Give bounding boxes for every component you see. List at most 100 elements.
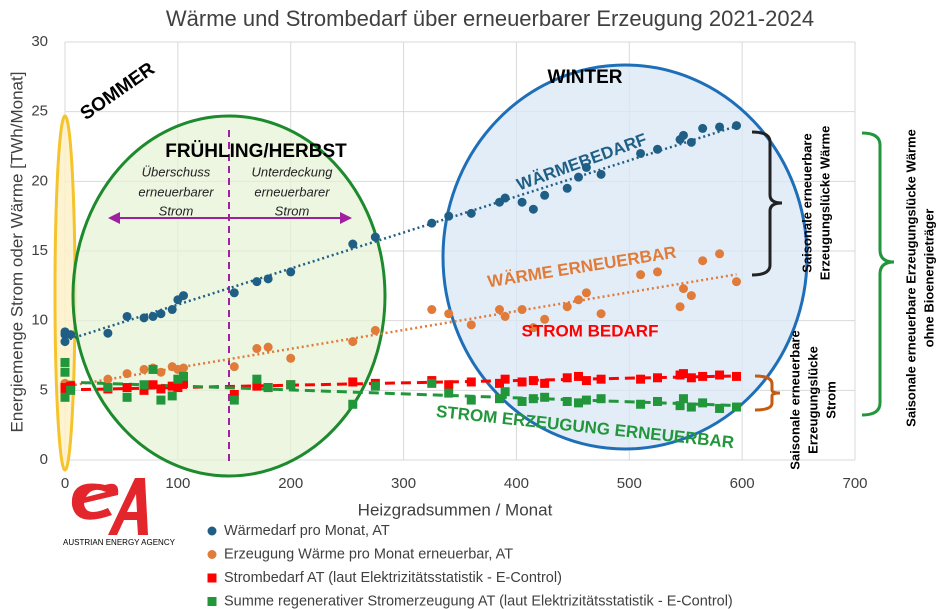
marker: [122, 369, 132, 379]
marker: [686, 137, 696, 147]
marker: [252, 344, 262, 354]
marker: [732, 402, 741, 412]
marker: [678, 284, 688, 294]
trendline: [64, 273, 737, 388]
marker: [148, 380, 158, 390]
x-tick-label: 600: [730, 475, 755, 492]
y-tick-label: 30: [31, 33, 48, 50]
marker: [715, 249, 725, 259]
annotation: erneuerbarer: [138, 184, 214, 199]
y-axis-label: Energiemenge Strom oder Wärme [TWh/Monat…: [7, 72, 26, 433]
marker: [732, 121, 741, 131]
marker: [500, 193, 510, 203]
marker: [528, 323, 538, 333]
marker: [156, 367, 166, 377]
marker: [252, 374, 262, 384]
logo-text: AUSTRIAN ENERGY AGENCY: [63, 538, 176, 547]
marker: [517, 396, 527, 406]
marker: [675, 302, 685, 312]
marker: [732, 277, 741, 287]
marker: [732, 371, 741, 381]
marker: [466, 395, 476, 405]
marker: [156, 309, 166, 319]
annotation: Erzeugungslücke: [805, 346, 820, 454]
marker: [348, 337, 358, 347]
marker: [444, 380, 454, 390]
marker: [427, 378, 437, 388]
marker: [66, 385, 76, 395]
x-tick-label: 500: [617, 475, 642, 492]
marker: [466, 377, 476, 387]
marker: [103, 328, 113, 338]
marker: [60, 383, 70, 393]
marker: [528, 204, 538, 214]
marker: [636, 374, 646, 384]
marker: [179, 378, 188, 388]
marker: [715, 122, 725, 132]
marker: [540, 190, 550, 200]
marker: [528, 394, 538, 404]
legend-label: Summe regenerativer Stromerzeugung AT (l…: [224, 593, 733, 609]
marker: [348, 377, 358, 387]
annotation: ohne Bioenergieträger: [921, 209, 936, 348]
marker: [675, 401, 685, 411]
marker: [596, 394, 606, 404]
logo: AUSTRIAN ENERGY AGENCY: [63, 478, 176, 547]
marker: [495, 394, 504, 404]
marker: [653, 396, 662, 406]
marker: [207, 550, 217, 559]
marker: [122, 311, 132, 321]
y-tick-label: 0: [40, 451, 48, 468]
annotation: FRÜHLING/HERBST: [165, 141, 347, 162]
x-tick-label: 400: [504, 475, 529, 492]
y-tick-label: 10: [31, 312, 48, 329]
marker: [517, 377, 527, 387]
marker: [500, 311, 510, 321]
marker: [698, 398, 708, 408]
marker: [60, 392, 70, 402]
x-tick-label: 100: [165, 475, 190, 492]
marker: [653, 373, 662, 383]
marker: [179, 291, 188, 301]
marker: [715, 370, 725, 380]
marker: [348, 239, 358, 249]
marker: [167, 381, 177, 391]
marker: [348, 399, 358, 409]
marker: [370, 381, 380, 391]
marker: [444, 388, 454, 398]
marker: [581, 288, 591, 298]
marker: [263, 342, 273, 352]
marker: [148, 364, 158, 374]
marker: [500, 374, 510, 384]
y-tick-label: 5: [40, 381, 48, 398]
marker: [574, 172, 583, 182]
annotation: erneuerbarer: [254, 184, 330, 199]
marker: [370, 325, 380, 335]
marker: [581, 162, 591, 172]
winter-ellipse: [441, 63, 809, 451]
x-tick-label: 300: [391, 475, 416, 492]
marker: [179, 371, 188, 381]
y-tick-label: 15: [31, 242, 48, 259]
marker: [574, 295, 583, 305]
marker: [252, 277, 262, 287]
marker: [207, 597, 217, 606]
marker: [103, 374, 113, 384]
marker: [103, 383, 113, 393]
marker: [156, 395, 166, 405]
marker: [636, 399, 646, 409]
marker: [263, 383, 273, 393]
annotation: Erzeugungslücke Wärme: [817, 126, 832, 281]
marker: [444, 309, 454, 319]
y-tick-label: 20: [31, 172, 48, 189]
marker: [686, 402, 696, 412]
marker: [466, 208, 476, 218]
annotation: Strom: [159, 203, 194, 218]
marker: [229, 390, 239, 400]
brace: [861, 131, 895, 417]
marker: [678, 130, 688, 140]
legend: Wärmedarf pro Monat, AT Erzeugung Wärme p…: [207, 523, 733, 609]
marker: [229, 395, 239, 405]
annotation: Saisonale erneuerbare: [799, 133, 814, 272]
